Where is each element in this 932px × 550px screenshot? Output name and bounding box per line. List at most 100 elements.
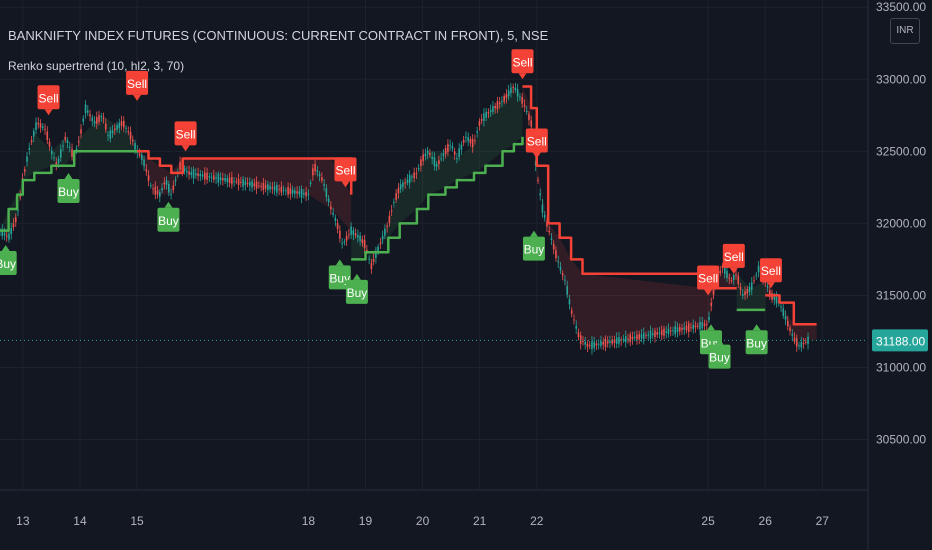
sell-pointer	[766, 282, 775, 289]
candle-body	[145, 169, 148, 172]
candle-body	[467, 137, 469, 142]
candle-body	[388, 215, 391, 223]
x-tick-label: 20	[416, 514, 430, 528]
candle-body	[462, 140, 465, 143]
buy-box	[708, 344, 731, 369]
candle-body	[687, 323, 690, 333]
currency-button[interactable]: INR	[890, 18, 920, 44]
candle-body	[741, 294, 744, 297]
candle-body	[449, 145, 451, 147]
candle-body	[663, 328, 665, 336]
candle-body	[588, 345, 591, 347]
candle-body	[98, 115, 100, 122]
candle-body	[186, 170, 188, 173]
sell-box	[334, 157, 357, 182]
candle-body	[228, 177, 231, 184]
candle-body	[334, 217, 337, 222]
candle-body	[44, 128, 46, 130]
candle-body	[39, 123, 42, 128]
sell-pointer	[181, 145, 190, 152]
candle-body	[699, 321, 701, 330]
candle-body	[519, 96, 521, 98]
candle-body	[460, 144, 463, 150]
candle-body	[363, 240, 366, 248]
candle-body	[539, 193, 541, 196]
buy-label: Buy	[347, 286, 368, 300]
sell-label: Sell	[176, 127, 196, 141]
sell-box	[722, 243, 745, 268]
candle-body	[168, 184, 170, 193]
candle-body	[159, 192, 161, 197]
candle-body	[330, 206, 332, 210]
y-tick-label: 31000.00	[876, 361, 926, 375]
candle-body	[107, 134, 109, 136]
indicator-legend[interactable]: Renko supertrend (10, hl2, 3, 70)	[8, 59, 185, 73]
candle-body	[217, 174, 220, 183]
x-tick-label: 26	[759, 514, 773, 528]
buy-signal: Buy	[745, 324, 768, 355]
candle-body	[710, 302, 713, 306]
candle-body	[251, 181, 253, 188]
buy-label: Buy	[0, 257, 16, 271]
candle-body	[93, 120, 96, 124]
candle-body	[285, 190, 287, 192]
price-axis-bg	[868, 0, 932, 550]
trend-fill-3	[522, 86, 737, 342]
candle-body	[744, 291, 746, 296]
sell-pointer	[729, 267, 738, 274]
candle-body	[377, 246, 379, 252]
candle-body	[525, 110, 528, 112]
candle-body	[210, 176, 213, 178]
candle-body	[276, 184, 278, 193]
candle-body	[469, 138, 472, 144]
candle-body	[555, 250, 557, 259]
candle-body	[75, 148, 78, 151]
candle-body	[336, 223, 339, 229]
candle-body	[287, 187, 289, 195]
candle-body	[548, 230, 550, 233]
candle-body	[618, 337, 620, 344]
candle-body	[111, 130, 114, 134]
candle-body	[172, 185, 175, 191]
candle-body	[642, 332, 645, 339]
candle-body	[226, 177, 229, 183]
candle-body	[28, 148, 31, 150]
candle-body	[640, 334, 643, 339]
candle-body	[366, 249, 368, 251]
candle-body	[341, 242, 343, 244]
candle-body	[359, 235, 361, 241]
x-tick-label: 15	[130, 514, 144, 528]
candle-body	[573, 319, 575, 321]
candle-body	[138, 153, 141, 156]
candle-body	[453, 151, 456, 155]
sell-box	[697, 265, 720, 290]
candle-body	[417, 167, 420, 169]
candle-body	[298, 191, 301, 195]
candle-body	[190, 171, 193, 176]
candle-body	[141, 154, 143, 160]
candle-body	[487, 112, 490, 114]
candle-body	[59, 149, 62, 158]
candle-body	[161, 187, 163, 191]
sell-box	[174, 121, 197, 146]
candle-body	[116, 124, 118, 130]
sell-signal: Sell	[174, 121, 197, 152]
candle-body	[627, 338, 629, 340]
trend-fill-4	[736, 273, 766, 310]
candle-body	[512, 86, 514, 88]
y-tick-label: 33500.00	[876, 0, 926, 14]
candle-body	[789, 327, 791, 331]
sell-signal: Sell	[334, 157, 357, 188]
candle-body	[37, 122, 40, 125]
candle-body	[249, 182, 251, 186]
candle-body	[773, 296, 776, 300]
sell-pointer	[532, 152, 541, 159]
candle-body	[755, 274, 758, 276]
candle-body	[372, 259, 375, 262]
price-axis: 30500.00 31000.00 31500.00 32000.00 32500.00…	[868, 0, 932, 550]
candle-body	[692, 324, 695, 329]
candle-body	[793, 337, 796, 342]
candle-body	[611, 339, 614, 344]
candle-body	[129, 131, 132, 140]
